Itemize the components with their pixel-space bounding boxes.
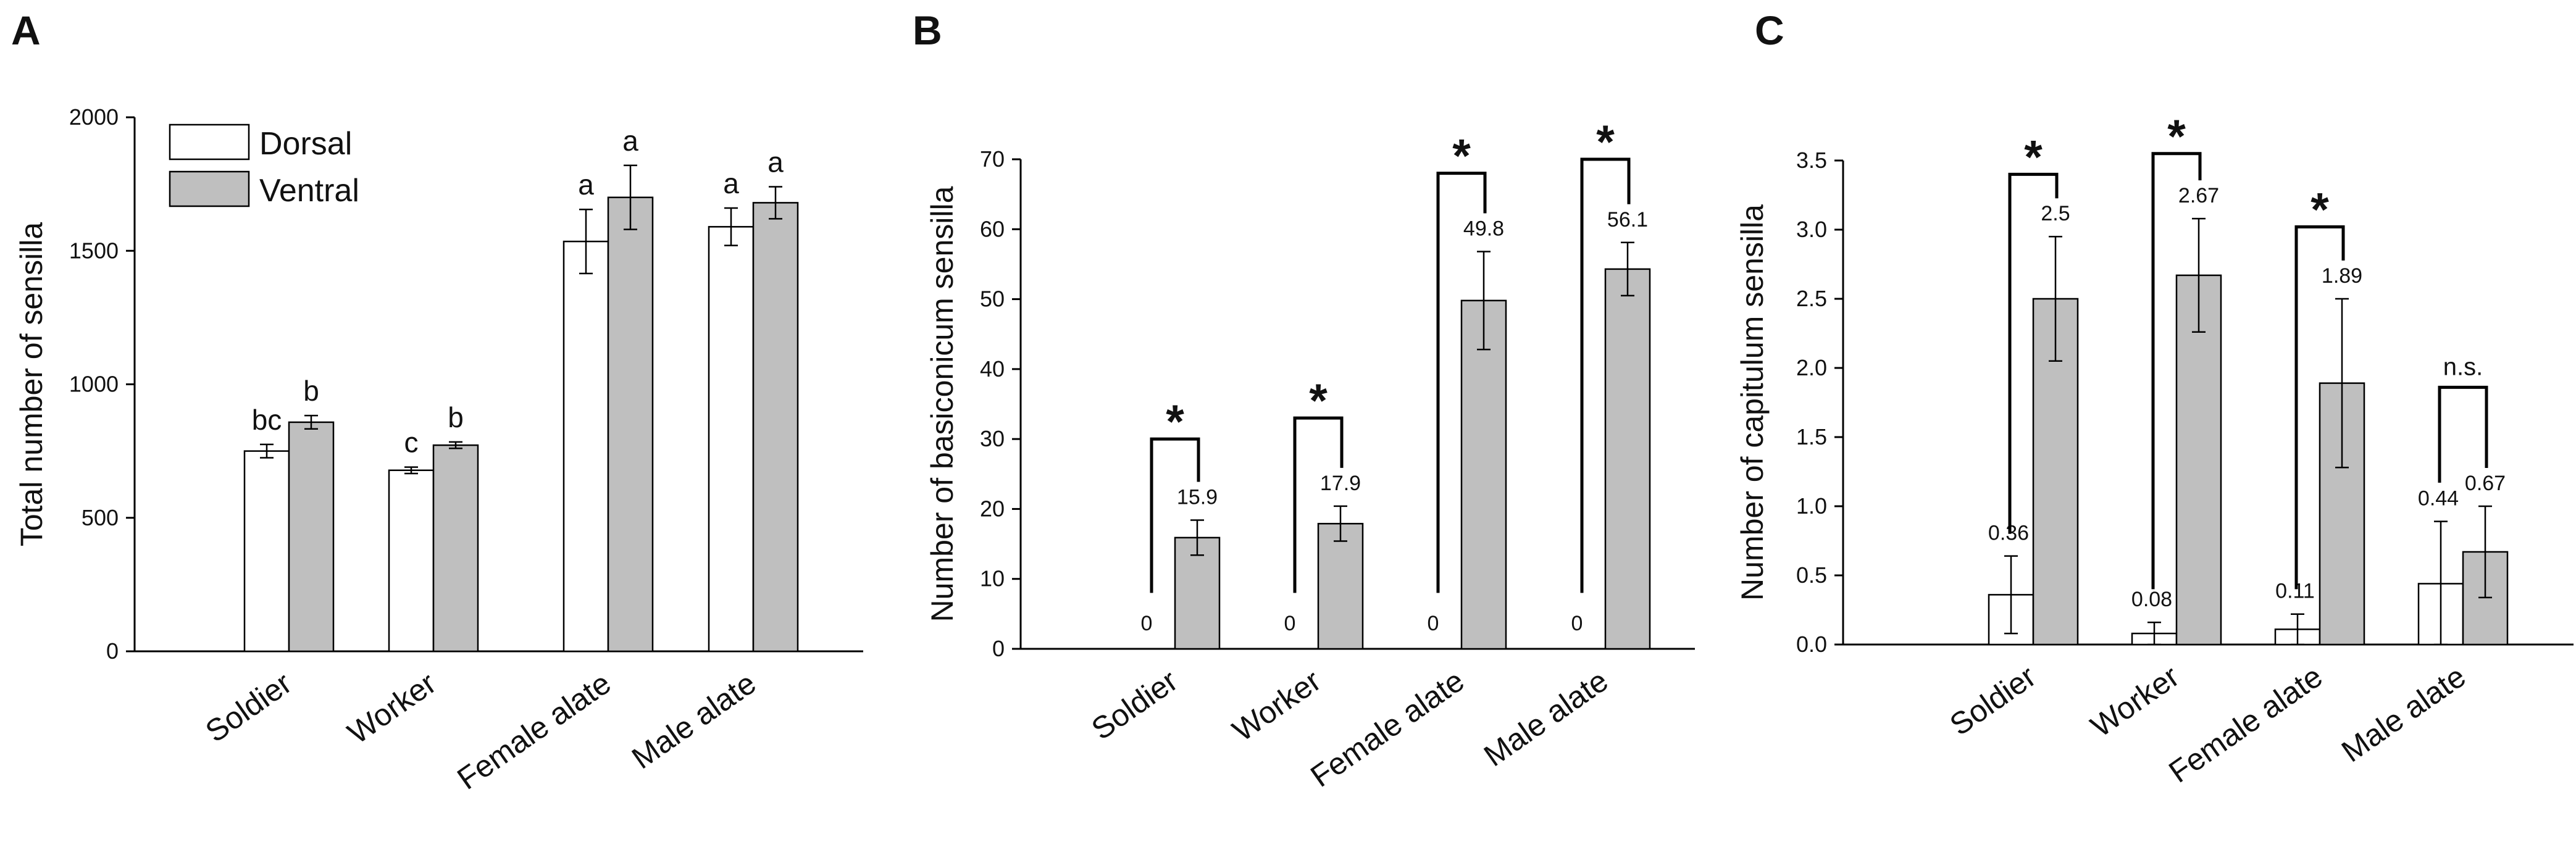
panel-letter: B <box>913 7 942 53</box>
data-label: 0 <box>1571 612 1583 635</box>
x-category-label: Soldier <box>1944 659 2043 742</box>
data-label: 0.67 <box>2465 472 2506 495</box>
data-label: 0 <box>1428 612 1439 635</box>
y-axis-title: Number of basiconicum sensilla <box>925 186 960 622</box>
legend: Dorsal Ventral <box>169 123 359 209</box>
bar-dorsal <box>562 240 609 653</box>
panel-letter: C <box>1755 7 1784 53</box>
bar-dorsal <box>243 450 290 653</box>
data-label: 1.89 <box>2322 264 2362 288</box>
panel-letter: A <box>11 7 41 53</box>
bar-dorsal <box>708 226 755 653</box>
y-tick-label: 2000 <box>69 104 119 130</box>
data-label: 0 <box>1141 612 1153 635</box>
x-category-label: Male alate <box>2335 659 2472 769</box>
significance-bracket <box>1150 437 1200 593</box>
x-category-label: Soldier <box>1085 663 1184 746</box>
significance-star: * <box>1309 375 1328 427</box>
x-category-label: Male alate <box>1478 663 1614 773</box>
significance-letter: bc <box>252 404 282 436</box>
significance-bracket <box>2151 152 2202 590</box>
y-tick-label: 1.0 <box>1796 493 1827 519</box>
significance-star: * <box>1166 396 1184 448</box>
significance-star: * <box>1596 116 1615 169</box>
y-tick-label: 0 <box>992 636 1005 661</box>
x-category-label: Worker <box>341 666 442 751</box>
data-label: 0.08 <box>2131 588 2172 611</box>
significance-bracket <box>1293 416 1344 593</box>
y-tick-label: 20 <box>980 496 1005 521</box>
y-tick-label: 1.5 <box>1796 424 1827 449</box>
significance-bracket <box>2008 172 2059 534</box>
significance-bracket <box>2438 385 2488 483</box>
significance-letter: c <box>404 427 419 459</box>
y-tick-label: 2.0 <box>1796 355 1827 380</box>
y-tick-label: 3.0 <box>1796 217 1827 242</box>
significance-bracket <box>1580 157 1631 593</box>
significance-bracket <box>2294 225 2345 590</box>
y-tick-label: 30 <box>980 426 1005 451</box>
significance-letter: b <box>303 375 319 407</box>
data-label: 15.9 <box>1177 486 1218 509</box>
panel-b: B 0 10 20 30 40 50 60 70 Number of basiconicum se… <box>913 7 1695 794</box>
significance-letter: a <box>578 169 594 201</box>
significance-star: * <box>2024 131 2043 183</box>
y-tick-label: 0 <box>106 638 119 664</box>
significance-letter: a <box>767 146 784 178</box>
data-label: 2.5 <box>2041 202 2070 225</box>
data-label: 0.44 <box>2418 487 2459 511</box>
bar-ventral <box>1604 268 1651 650</box>
x-category-label: Worker <box>2085 659 2185 744</box>
data-label: 0 <box>1284 612 1296 635</box>
data-label: 17.9 <box>1320 472 1361 495</box>
bar-ventral <box>607 196 654 653</box>
legend-swatch-ventral <box>169 170 250 207</box>
significance-letter: b <box>448 401 464 433</box>
x-category-label: Female alate <box>2162 659 2328 790</box>
y-tick-label: 60 <box>980 216 1005 241</box>
panel-c: C 0.0 0.5 1.0 1.5 2.0 2.5 3.0 3.5 Number of capit… <box>1735 7 2574 790</box>
bar-ventral <box>288 421 335 653</box>
y-tick-label: 1000 <box>69 372 119 397</box>
data-label: 2.67 <box>2178 184 2219 207</box>
significance-bracket <box>1436 172 1487 593</box>
y-tick-label: 0.5 <box>1796 562 1827 588</box>
panel-a: A 0 500 1000 1500 2000 Total number of sensill… <box>11 7 863 796</box>
legend-swatch-dorsal <box>169 123 250 161</box>
x-category-label: Male alate <box>625 666 762 775</box>
significance-ns: n.s. <box>2443 353 2483 380</box>
y-tick-label: 500 <box>82 505 119 530</box>
y-tick-label: 70 <box>980 146 1005 172</box>
legend-label-ventral: Ventral <box>259 173 359 209</box>
significance-letter: a <box>723 167 739 199</box>
y-tick-label: 0.0 <box>1796 632 1827 657</box>
bar-ventral <box>752 202 799 653</box>
significance-star: * <box>1452 130 1471 183</box>
bar-dorsal <box>388 469 435 653</box>
x-category-label: Female alate <box>1304 663 1470 794</box>
bar-ventral <box>1460 299 1507 650</box>
y-tick-label: 2.5 <box>1796 286 1827 311</box>
y-axis-title: Total number of sensilla <box>14 222 49 546</box>
y-axis-title: Number of capitulum sensilla <box>1735 204 1770 601</box>
y-tick-label: 10 <box>980 566 1005 591</box>
y-tick-label: 1500 <box>69 238 119 263</box>
x-category-label: Soldier <box>199 666 298 749</box>
significance-letter: a <box>622 125 638 157</box>
data-label: 56.1 <box>1607 208 1648 232</box>
data-label: 49.8 <box>1463 217 1504 241</box>
y-tick-label: 40 <box>980 356 1005 382</box>
bar-ventral <box>1317 522 1364 650</box>
legend-label-dorsal: Dorsal <box>259 126 352 162</box>
bar-ventral <box>432 444 479 653</box>
x-category-label: Female alate <box>451 666 617 796</box>
significance-star: * <box>2167 111 2186 163</box>
bar-ventral <box>2175 274 2222 646</box>
x-category-label: Worker <box>1226 663 1327 748</box>
y-tick-label: 50 <box>980 286 1005 312</box>
y-tick-label: 3.5 <box>1796 148 1827 173</box>
significance-star: * <box>2310 184 2329 236</box>
